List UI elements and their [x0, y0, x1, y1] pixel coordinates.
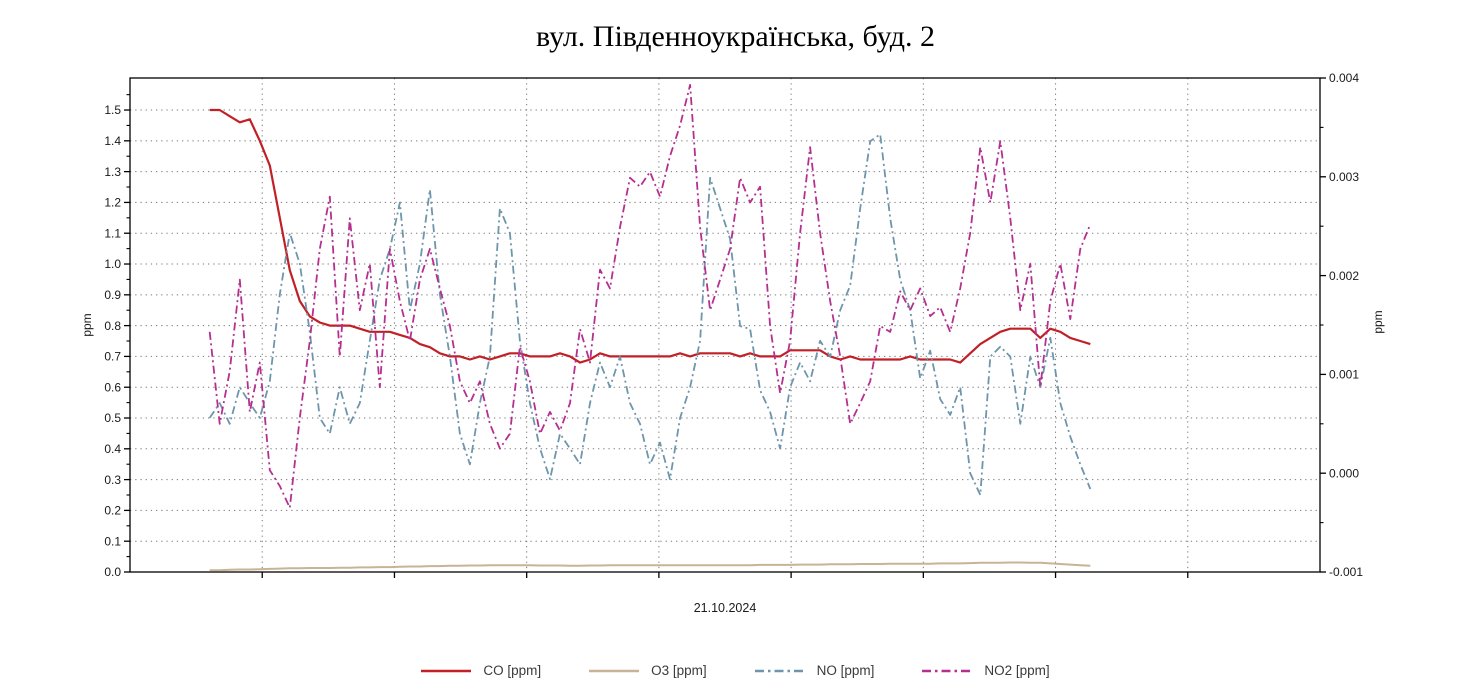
left-tick-label: 0.7 [104, 350, 121, 364]
left-tick-label: 0.4 [104, 442, 121, 456]
legend-line-swatch [421, 669, 472, 672]
legend-label: NO [ppm] [816, 663, 875, 678]
right-tick-label: 0.002 [1329, 269, 1359, 283]
left-tick-label: 0.6 [104, 380, 121, 394]
legend-label: NO2 [ppm] [984, 663, 1050, 678]
left-tick-label: 1.3 [104, 165, 121, 179]
series-line-no2 [208, 84, 1092, 509]
right-tick-label: 0.001 [1329, 368, 1359, 382]
x-axis-date-label: 21.10.2024 [693, 601, 757, 615]
series-line-co [209, 108, 1091, 364]
series-line-no [208, 133, 1092, 496]
left-tick-label: 1.4 [104, 134, 121, 148]
legend-item-no: NO [ppm] [754, 663, 875, 678]
legend-line-swatch [922, 669, 973, 672]
left-tick-label: 0.9 [104, 288, 121, 302]
right-axis-unit-label: ppm [1371, 310, 1385, 333]
right-tick-label: 0.004 [1329, 71, 1359, 85]
right-tick-label: -0.001 [1329, 565, 1363, 579]
chart-title: вул. Південноукраїнська, буд. 2 [536, 20, 935, 53]
right-tick-label: 0.003 [1329, 170, 1359, 184]
left-tick-label: 0.3 [104, 473, 121, 487]
left-tick-label: 1.5 [104, 103, 121, 117]
left-tick-label: 1.1 [104, 226, 121, 240]
legend-item-co: CO [ppm] [421, 663, 541, 678]
left-tick-label: 0.0 [104, 565, 121, 579]
left-tick-label: 0.1 [104, 534, 121, 548]
left-tick-label: 0.2 [104, 504, 121, 518]
legend-label: CO [ppm] [483, 663, 542, 678]
left-tick-label: 0.5 [104, 411, 121, 425]
series-line-o3 [209, 561, 1091, 571]
left-tick-label: 1.0 [104, 257, 121, 271]
legend-line-swatch [589, 669, 640, 672]
left-tick-label: 0.8 [104, 319, 121, 333]
legend-item-o3: O3 [ppm] [589, 663, 707, 678]
left-axis-unit-label: ppm [80, 313, 94, 336]
chart-legend: CO [ppm] O3 [ppm] NO [ppm] NO2 [ppm] [0, 663, 1471, 678]
legend-label: O3 [ppm] [651, 663, 707, 678]
left-tick-label: 1.2 [104, 196, 121, 210]
right-tick-label: 0.000 [1329, 466, 1359, 480]
legend-line-swatch [754, 669, 805, 672]
legend-item-no2: NO2 [ppm] [922, 663, 1050, 678]
